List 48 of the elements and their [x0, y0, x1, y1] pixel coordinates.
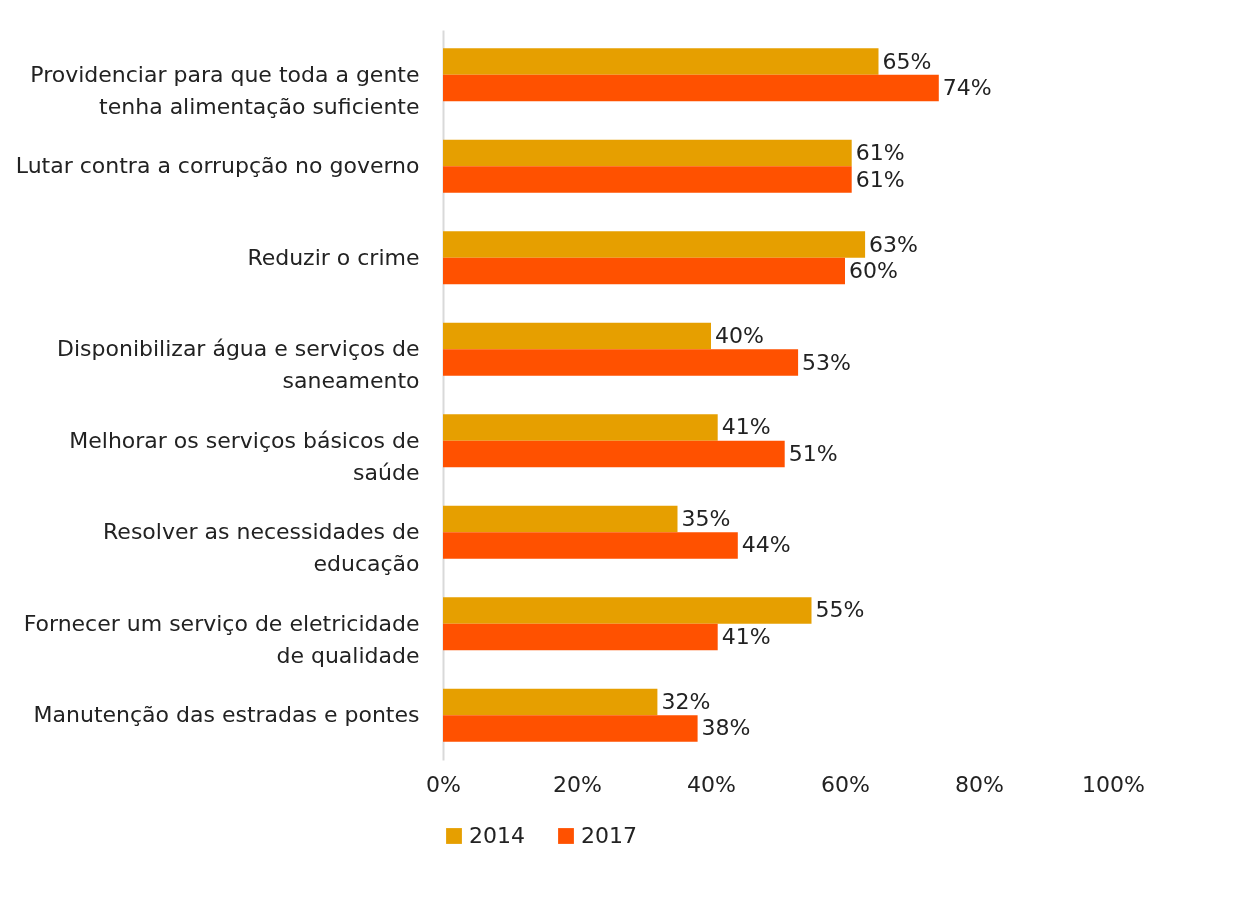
bar — [443, 322, 711, 350]
bar — [443, 139, 852, 167]
legend-label: 2014 — [469, 823, 525, 848]
data-label: 35% — [681, 505, 731, 531]
y-tick-label: Providenciar para que toda a gente tenha alimentação suficiente — [30, 61, 420, 119]
bar — [443, 597, 812, 624]
y-tick-label: Fornecer um serviço de eletricidade de qualidade — [23, 610, 420, 668]
bar — [443, 166, 852, 193]
bar — [443, 505, 678, 533]
y-tick-label: Reduzir o crime — [247, 244, 420, 270]
bar — [443, 532, 738, 559]
data-label: 32% — [661, 688, 711, 714]
bar — [443, 48, 879, 75]
data-label: 74% — [942, 75, 992, 101]
y-tick-label: Resolver as necessidades de educação — [103, 519, 420, 577]
bar — [443, 74, 939, 102]
data-label: 61% — [855, 140, 905, 166]
data-label: 55% — [815, 597, 865, 623]
x-tick-label: 40% — [687, 771, 736, 797]
y-tick-label: Melhorar os serviços básicos de saúde — [69, 427, 420, 485]
data-label: 65% — [882, 48, 932, 74]
data-label: 60% — [849, 258, 898, 284]
data-label: 40% — [715, 323, 764, 348]
bar — [443, 688, 658, 716]
bar — [443, 231, 866, 258]
bar — [443, 414, 718, 441]
x-tick-label: 20% — [553, 771, 602, 797]
data-label: 41% — [721, 414, 771, 440]
data-label: 44% — [741, 532, 791, 558]
data-label: 61% — [855, 166, 905, 192]
bar — [443, 623, 718, 651]
data-label: 41% — [721, 623, 771, 649]
y-tick-label: Manutenção das estradas e pontes — [33, 702, 420, 728]
bar — [443, 257, 845, 285]
x-tick-label: 60% — [821, 771, 870, 797]
data-label: 51% — [788, 441, 838, 466]
x-tick-label: 80% — [955, 771, 1004, 797]
data-label: 38% — [701, 715, 751, 741]
data-label: 53% — [802, 349, 852, 375]
bar — [443, 349, 799, 376]
x-tick-label: 100% — [1082, 771, 1145, 797]
bar — [443, 440, 785, 468]
y-tick-label: Disponibilizar água e serviços de saneamento — [57, 336, 420, 394]
legend-label: 2017 — [581, 823, 637, 848]
x-tick-label: 0% — [426, 771, 461, 797]
data-label: 63% — [869, 231, 919, 257]
y-tick-label: Lutar contra a corrupção no governo — [15, 153, 420, 179]
bar — [443, 715, 698, 742]
